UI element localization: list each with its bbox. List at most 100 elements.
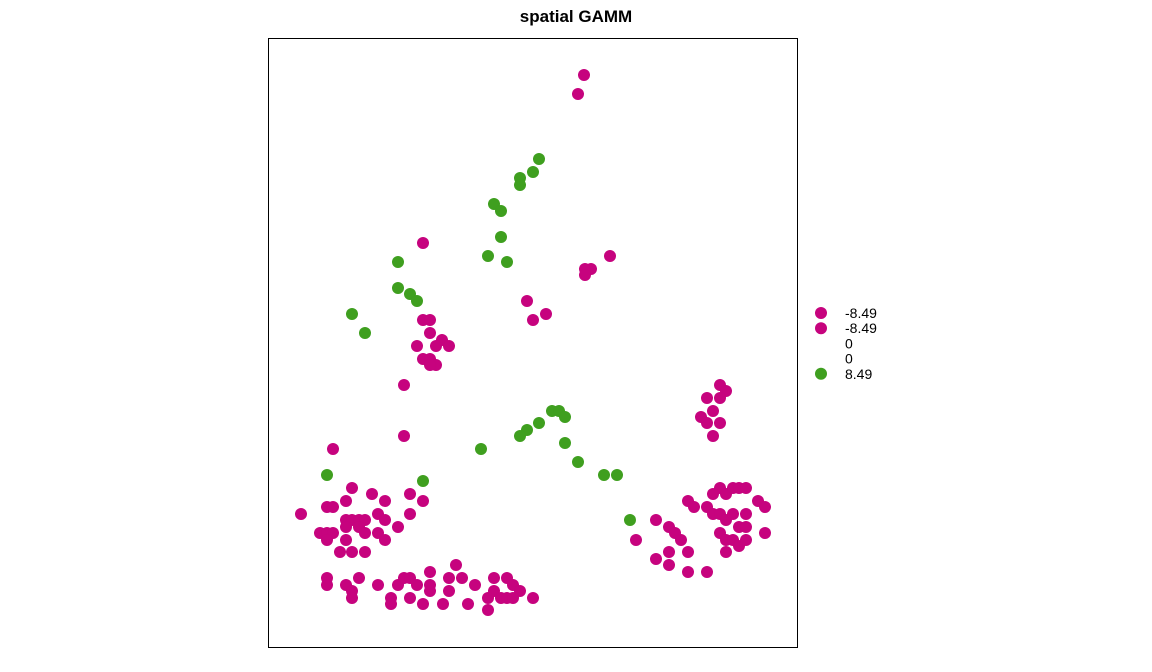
data-point xyxy=(417,237,429,249)
data-point xyxy=(346,482,358,494)
data-point xyxy=(507,592,519,604)
data-point xyxy=(379,534,391,546)
data-point xyxy=(604,250,616,262)
data-point xyxy=(443,572,455,584)
data-point xyxy=(334,546,346,558)
data-point xyxy=(663,559,675,571)
data-point xyxy=(475,443,487,455)
data-point xyxy=(424,314,436,326)
data-point xyxy=(417,495,429,507)
data-point xyxy=(682,566,694,578)
data-point xyxy=(443,585,455,597)
legend-label: 8.49 xyxy=(845,366,872,382)
data-point xyxy=(359,527,371,539)
data-point xyxy=(295,508,307,520)
data-point xyxy=(527,592,539,604)
data-point xyxy=(450,559,462,571)
data-point xyxy=(482,604,494,616)
data-point xyxy=(366,488,378,500)
data-point xyxy=(514,179,526,191)
data-point xyxy=(572,456,584,468)
data-point xyxy=(462,598,474,610)
data-point xyxy=(701,392,713,404)
data-point xyxy=(353,572,365,584)
data-point xyxy=(740,521,752,533)
data-point xyxy=(437,598,449,610)
data-point xyxy=(359,546,371,558)
data-point xyxy=(559,411,571,423)
legend-label: 0 xyxy=(845,351,853,367)
data-point xyxy=(392,521,404,533)
chart-title: spatial GAMM xyxy=(520,7,632,26)
data-point xyxy=(430,340,442,352)
data-point xyxy=(559,437,571,449)
legend-marker xyxy=(815,307,827,319)
data-point xyxy=(404,488,416,500)
data-point xyxy=(650,553,662,565)
data-points xyxy=(295,69,771,616)
data-point xyxy=(379,495,391,507)
data-point xyxy=(579,269,591,281)
legend-marker xyxy=(815,322,827,335)
legend-marker xyxy=(815,367,827,380)
data-point xyxy=(404,592,416,604)
data-point xyxy=(340,534,352,546)
data-point xyxy=(346,308,358,320)
data-point xyxy=(714,392,726,404)
data-point xyxy=(707,430,719,442)
data-point xyxy=(688,501,700,513)
data-point xyxy=(404,508,416,520)
plot-frame xyxy=(268,38,798,648)
data-point xyxy=(424,566,436,578)
data-point xyxy=(482,250,494,262)
data-point xyxy=(340,521,352,533)
data-point xyxy=(727,508,739,520)
data-point xyxy=(443,340,455,352)
data-point xyxy=(495,231,507,243)
data-point xyxy=(411,340,423,352)
data-point xyxy=(398,379,410,391)
data-point xyxy=(514,430,526,442)
data-point xyxy=(385,598,397,610)
data-point xyxy=(701,566,713,578)
data-point xyxy=(572,88,584,100)
data-point xyxy=(521,295,533,307)
data-point xyxy=(540,308,552,320)
data-point xyxy=(456,572,468,584)
data-point xyxy=(650,514,662,526)
data-point xyxy=(346,592,358,604)
data-point xyxy=(624,514,636,526)
data-point xyxy=(392,256,404,268)
data-point xyxy=(527,166,539,178)
data-point xyxy=(469,579,481,591)
data-point xyxy=(759,501,771,513)
data-point xyxy=(740,534,752,546)
data-point xyxy=(327,501,339,513)
legend-label: 0 xyxy=(845,335,853,351)
data-point xyxy=(663,546,675,558)
data-point xyxy=(740,508,752,520)
data-point xyxy=(598,469,610,481)
data-point xyxy=(682,546,694,558)
data-point xyxy=(759,527,771,539)
data-point xyxy=(424,585,436,597)
data-point xyxy=(527,314,539,326)
data-point xyxy=(398,430,410,442)
data-point xyxy=(707,405,719,417)
data-point xyxy=(359,327,371,339)
data-point xyxy=(701,417,713,429)
data-point xyxy=(740,482,752,494)
data-point xyxy=(501,256,513,268)
data-point xyxy=(321,579,333,591)
data-point xyxy=(424,327,436,339)
data-point xyxy=(411,295,423,307)
data-point xyxy=(578,69,590,81)
data-point xyxy=(392,282,404,294)
data-point xyxy=(714,417,726,429)
data-point xyxy=(533,417,545,429)
data-point xyxy=(611,469,623,481)
data-point xyxy=(417,475,429,487)
data-point xyxy=(720,546,732,558)
